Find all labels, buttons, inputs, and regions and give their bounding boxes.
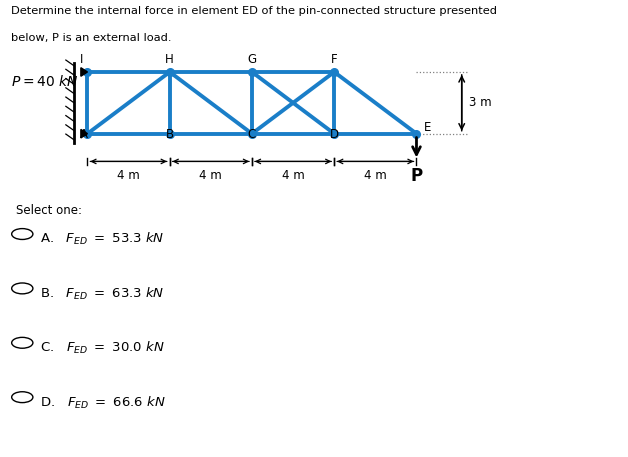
Text: P: P xyxy=(411,167,423,185)
Text: B: B xyxy=(166,128,174,141)
Text: Select one:: Select one: xyxy=(16,204,82,217)
Text: C: C xyxy=(248,128,256,141)
Text: below, P is an external load.: below, P is an external load. xyxy=(11,33,171,43)
Text: D.   $\mathit{F}_{ED}$ $=$ 66.6 $kN$: D. $\mathit{F}_{ED}$ $=$ 66.6 $kN$ xyxy=(40,394,165,410)
Text: A.   $\mathit{F}_{ED}$ $=$ 53.3 $kN$: A. $\mathit{F}_{ED}$ $=$ 53.3 $kN$ xyxy=(40,231,165,247)
Text: H: H xyxy=(165,53,174,66)
Text: C.   $\mathit{F}_{ED}$ $=$ 30.0 $kN$: C. $\mathit{F}_{ED}$ $=$ 30.0 $kN$ xyxy=(40,340,165,356)
Text: B.   $\mathit{F}_{ED}$ $=$ 63.3 $kN$: B. $\mathit{F}_{ED}$ $=$ 63.3 $kN$ xyxy=(40,286,165,302)
Text: 4 m: 4 m xyxy=(282,169,305,181)
Text: 3 m: 3 m xyxy=(469,96,492,109)
Polygon shape xyxy=(81,129,87,138)
Polygon shape xyxy=(81,68,87,76)
Text: A: A xyxy=(80,128,89,141)
Text: D: D xyxy=(330,128,338,141)
Text: F: F xyxy=(331,53,337,66)
Text: $P = 40\ kN$: $P = 40\ kN$ xyxy=(11,74,78,89)
Text: 4 m: 4 m xyxy=(117,169,140,181)
Text: I: I xyxy=(80,53,83,66)
Text: E: E xyxy=(424,121,431,134)
Text: 4 m: 4 m xyxy=(364,169,387,181)
Text: G: G xyxy=(247,53,256,66)
Text: Determine the internal force in element ED of the pin-connected structure presen: Determine the internal force in element … xyxy=(11,5,497,16)
Text: 4 m: 4 m xyxy=(200,169,222,181)
